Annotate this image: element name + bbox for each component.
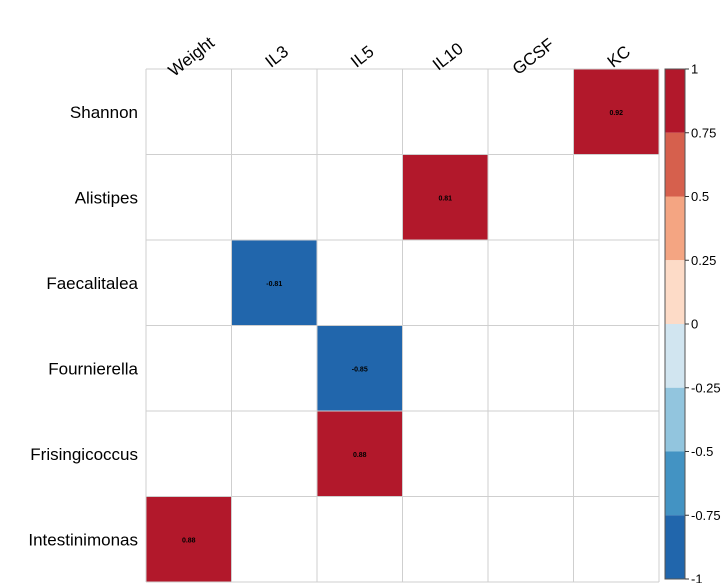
colorbar-band bbox=[665, 451, 685, 516]
row-labels: Shannon Alistipes Faecalitalea Fournierella… bbox=[28, 103, 138, 550]
column-label-weight: Weight bbox=[165, 33, 218, 81]
heatmap-cell-frisingicoccus-il5 bbox=[317, 411, 403, 497]
colorbar-tick-label: -0.25 bbox=[691, 380, 721, 395]
colorbar-band bbox=[665, 260, 685, 324]
column-label-kc: KC bbox=[604, 42, 634, 72]
cell-value-label-faecalitalea-il3: -0.81 bbox=[266, 281, 282, 288]
cell-value-label-intestinimonas-weight: 0.88 bbox=[182, 537, 196, 544]
colorbar-band bbox=[665, 69, 685, 133]
row-label-shannon: Shannon bbox=[70, 103, 138, 122]
colorbar-band bbox=[665, 132, 685, 197]
colorbar-tick-label: -0.75 bbox=[691, 508, 721, 523]
heatmap-cells bbox=[146, 69, 659, 582]
column-labels: Weight IL3 IL5 IL10 GCSF KC bbox=[165, 33, 634, 81]
heatmap-cell-intestinimonas-weight bbox=[146, 496, 232, 582]
row-label-frisingicoccus: Frisingicoccus bbox=[30, 445, 138, 464]
colorbar-tick-label: 1 bbox=[691, 62, 698, 77]
row-label-faecalitalea: Faecalitalea bbox=[46, 274, 138, 293]
column-label-gcsf: GCSF bbox=[509, 35, 558, 79]
heatmap-cell-shannon-kc bbox=[573, 69, 659, 155]
row-label-alistipes: Alistipes bbox=[75, 188, 138, 207]
cell-value-labels: 0.92 0.81 -0.81 -0.85 0.88 0.88 bbox=[182, 110, 623, 545]
colorbar-tick-label: 0.25 bbox=[691, 253, 716, 268]
heatmap-cell-faecalitalea-il3 bbox=[231, 240, 317, 326]
colorbar-band bbox=[665, 515, 685, 579]
column-label-il5: IL5 bbox=[347, 42, 377, 72]
colorbar-tick-label: 0 bbox=[691, 317, 698, 332]
colorbar-band bbox=[665, 324, 685, 388]
cell-value-label-shannon-kc: 0.92 bbox=[609, 110, 623, 117]
colorbar: 1 0.75 0.5 0.25 0 -0.25 -0.5 -0.75 -1 bbox=[664, 62, 721, 583]
heatmap-grid bbox=[145, 68, 660, 583]
colorbar-tick-label: 0.5 bbox=[691, 189, 709, 204]
colorbar-tick-label: -1 bbox=[691, 572, 703, 583]
heatmap-cell-fournierella-il5 bbox=[317, 325, 403, 411]
cell-value-label-fournierella-il5: -0.85 bbox=[352, 366, 368, 373]
heatmap-cell-alistipes-il10 bbox=[402, 154, 488, 240]
colorbar-band bbox=[665, 196, 685, 261]
cell-value-label-alistipes-il10: 0.81 bbox=[438, 195, 452, 202]
colorbar-tick-label: 0.75 bbox=[691, 125, 716, 140]
colorbar-tick-label: -0.5 bbox=[691, 444, 713, 459]
colorbar-band bbox=[665, 387, 685, 452]
row-label-fournierella: Fournierella bbox=[48, 359, 138, 378]
column-label-il3: IL3 bbox=[262, 42, 292, 72]
cell-value-label-frisingicoccus-il5: 0.88 bbox=[353, 452, 367, 459]
row-label-intestinimonas: Intestinimonas bbox=[28, 530, 138, 549]
